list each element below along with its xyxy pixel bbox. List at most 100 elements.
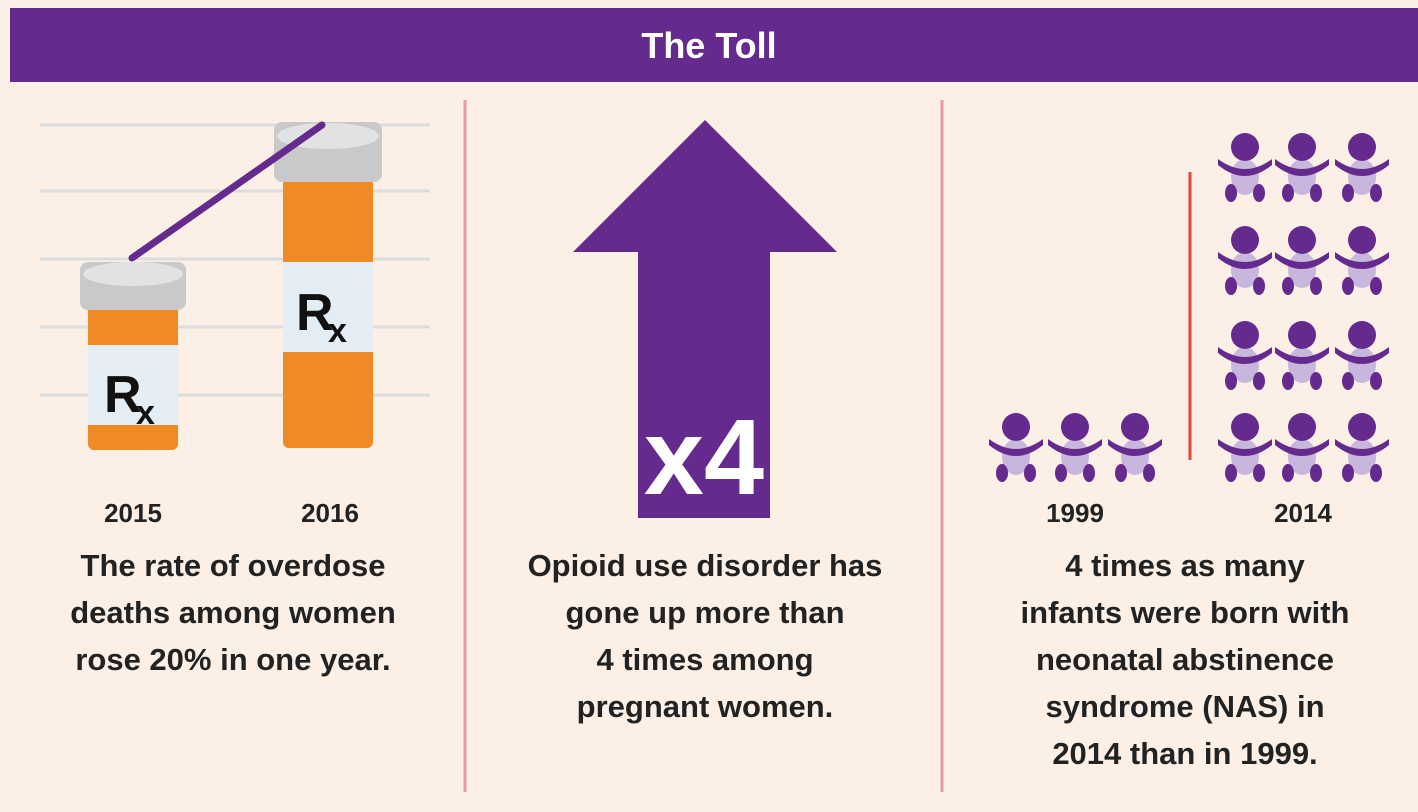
infant-arms [1335,159,1389,176]
infant-arms [1218,439,1272,456]
infant-head [1288,321,1316,349]
infant-arms [1108,439,1162,456]
year-label: 2016 [301,498,359,528]
infant-icon [1335,321,1389,390]
caption-line: 4 times as many [1065,548,1305,583]
infant-foot [1083,464,1095,482]
infant-arms [1218,159,1272,176]
caption-line: gone up more than [566,595,845,630]
infant-head [1288,226,1316,254]
infant-body [1288,347,1316,383]
year-label: 2015 [104,498,162,528]
infant-foot [1253,464,1265,482]
infant-foot [1370,464,1382,482]
bottle-2016: R x [274,122,382,448]
rx-letter: x [328,312,347,350]
infant-foot [1055,464,1067,482]
infant-arms [1275,252,1329,269]
infant-icons [989,133,1389,482]
infant-head [1288,413,1316,441]
infant-foot [1370,277,1382,295]
header-title: The Toll [641,25,776,66]
infant-body [1348,159,1376,195]
infant-foot [1310,464,1322,482]
caption-line: 4 times among [596,642,813,677]
infant-foot [1024,464,1036,482]
infant-foot [1143,464,1155,482]
infant-body [1231,347,1259,383]
infant-head [1348,133,1376,161]
infant-head [1231,321,1259,349]
infant-arms [989,439,1043,456]
infant-foot [1282,464,1294,482]
caption: The rate of overdose deaths among women ro… [70,548,396,677]
infant-arms [1275,347,1329,364]
infant-icon [1335,413,1389,482]
infant-icon [989,413,1043,482]
caption-line: neonatal abstinence [1036,642,1334,677]
infant-icon [1218,226,1272,295]
infant-foot [1370,184,1382,202]
header-bar [10,8,1418,82]
infant-icon [1275,321,1329,390]
infant-foot [1225,277,1237,295]
infant-head [1061,413,1089,441]
infant-head [1002,413,1030,441]
infant-foot [1310,372,1322,390]
infant-head [1348,226,1376,254]
infant-body [1061,439,1089,475]
caption-line: infants were born with [1021,595,1350,630]
rx-letter: R [296,284,334,342]
infant-foot [1253,184,1265,202]
infant-arms [1335,347,1389,364]
infant-head [1231,133,1259,161]
infant-body [1348,439,1376,475]
rx-letter: R [104,366,142,424]
infant-body [1231,159,1259,195]
arrow-label: x4 [644,396,764,517]
infant-foot [1225,372,1237,390]
infant-head [1121,413,1149,441]
infant-body [1002,439,1030,475]
infant-arms [1335,252,1389,269]
infant-body [1288,439,1316,475]
infant-head [1231,413,1259,441]
infant-icon [1275,413,1329,482]
infant-icon [1275,226,1329,295]
infant-body [1288,252,1316,288]
infant-icon [1218,413,1272,482]
caption-line: 2014 than in 1999. [1052,736,1317,771]
caption-line: rose 20% in one year. [75,642,390,677]
infant-foot [1342,277,1354,295]
infant-body [1348,347,1376,383]
infant-head [1231,226,1259,254]
infant-arms [1275,439,1329,456]
infant-foot [1342,184,1354,202]
infant-head [1348,321,1376,349]
trend-line [128,121,326,262]
infant-body [1121,439,1149,475]
infant-foot [1282,372,1294,390]
infant-foot [1342,372,1354,390]
infant-icon [1335,133,1389,202]
infant-foot [1310,277,1322,295]
infant-head [1288,133,1316,161]
infant-head [1348,413,1376,441]
caption-line: syndrome (NAS) in [1045,689,1324,724]
infant-body [1231,252,1259,288]
infant-foot [1115,464,1127,482]
infant-icon [1335,226,1389,295]
infant-icon [1048,413,1102,482]
caption-line: Opioid use disorder has [528,548,883,583]
infant-foot [1282,184,1294,202]
infant-foot [1253,372,1265,390]
infant-arms [1275,159,1329,176]
up-arrow [573,120,837,518]
year-label: 1999 [1046,498,1104,528]
infant-body [1348,252,1376,288]
infant-body [1288,159,1316,195]
infant-icon [1275,133,1329,202]
infant-foot [996,464,1008,482]
rx-letter: x [136,394,155,432]
